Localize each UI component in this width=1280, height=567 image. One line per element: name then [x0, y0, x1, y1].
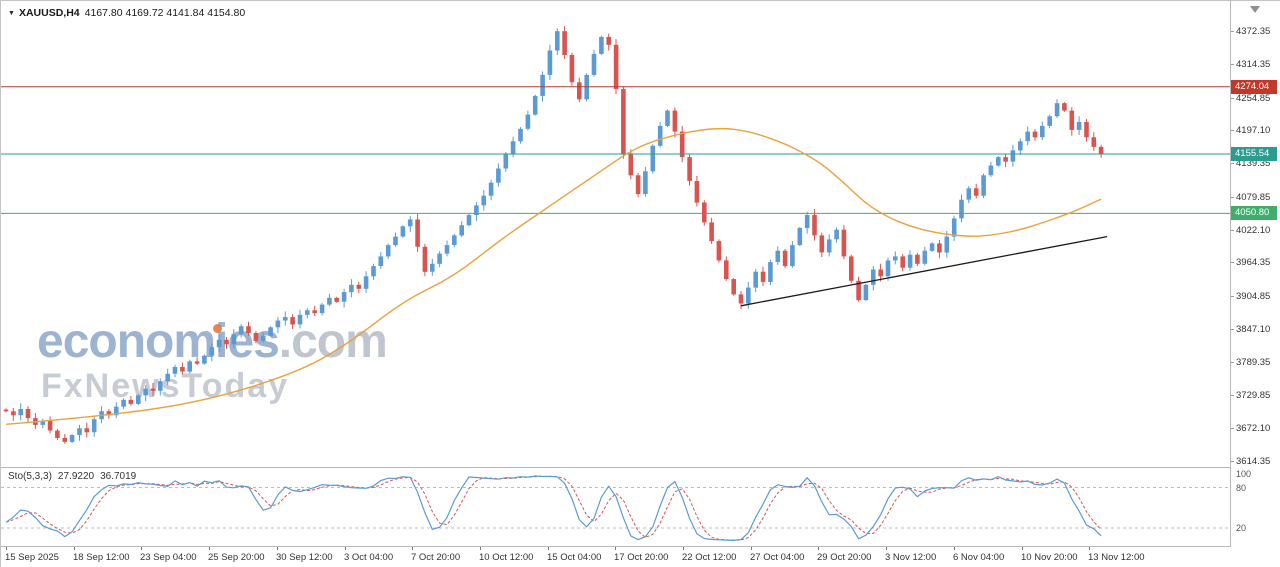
time-axis-label: 15 Sep 2025 [5, 552, 59, 563]
time-axis-tick [412, 547, 413, 550]
time-axis[interactable]: 15 Sep 2025 18 Sep 12:00 23 Sep 04:00 25 Se… [1, 547, 1280, 567]
stochastic-level-label: 100 [1236, 469, 1252, 479]
time-axis-tick [480, 547, 481, 550]
time-axis-label: 29 Oct 20:00 [817, 552, 872, 563]
price-axis-label: 3789.35 [1236, 357, 1271, 368]
price-axis[interactable]: 4372.35 4314.35 4254.85 4197.10 4139.35 4079.… [1230, 1, 1280, 547]
candlestick-chart-canvas[interactable] [1, 1, 1230, 467]
time-axis-label: 13 Nov 12:00 [1088, 552, 1145, 563]
time-axis-label: 22 Oct 12:00 [682, 552, 737, 563]
price-axis-tick [1231, 230, 1234, 231]
price-axis-tick [1231, 329, 1234, 330]
price-axis-tick [1231, 296, 1234, 297]
time-axis-tick [277, 547, 278, 550]
time-axis-tick [886, 547, 887, 550]
price-axis-label: 3614.35 [1236, 456, 1271, 467]
price-axis-tick [1231, 262, 1234, 263]
time-axis-label: 3 Oct 04:00 [344, 552, 394, 563]
price-axis-tick [1231, 31, 1234, 32]
stochastic-name: Sto(5,3,3) [8, 471, 52, 482]
stochastic-main-value: 27.9220 [57, 471, 95, 482]
stochastic-level-label: 20 [1236, 523, 1247, 533]
watermark-brand-line: economies.com [37, 315, 388, 368]
time-axis-tick [683, 547, 684, 550]
time-axis-label: 25 Sep 20:00 [208, 552, 265, 563]
time-axis-tick [74, 547, 75, 550]
axis-divider [1, 546, 1230, 547]
time-axis-label: 3 Nov 12:00 [885, 552, 937, 563]
time-axis-label: 23 Sep 04:00 [140, 552, 197, 563]
time-axis-tick [209, 547, 210, 550]
time-axis-label: 30 Sep 12:00 [276, 552, 333, 563]
stochastic-pane[interactable] [1, 468, 1230, 546]
price-axis-tick [1231, 163, 1234, 164]
stochastic-level-label: 80 [1236, 483, 1247, 493]
watermark-tld-text: .com [278, 315, 388, 368]
symbol-name: XAUUSD,H4 [18, 7, 80, 19]
time-axis-label: 10 Nov 20:00 [1021, 552, 1078, 563]
price-axis-tick [1231, 461, 1234, 462]
stochastic-signal-value: 36.7019 [100, 471, 137, 482]
time-axis-tick [615, 547, 616, 550]
price-axis-label: 4254.85 [1236, 93, 1271, 104]
time-axis-tick [6, 547, 7, 550]
price-axis-label: 3672.10 [1236, 423, 1271, 434]
time-axis-label: 7 Oct 20:00 [411, 552, 461, 563]
autoscroll-marker-icon[interactable] [1250, 6, 1260, 13]
price-axis-label: 3729.85 [1236, 390, 1271, 401]
price-line-label-resistance: 4274.04 [1231, 80, 1277, 94]
price-axis-tick [1231, 197, 1234, 198]
price-axis-tick [1231, 362, 1234, 363]
price-axis-tick [1231, 428, 1234, 429]
time-axis-label: 18 Sep 12:00 [73, 552, 130, 563]
price-axis-tick [1231, 130, 1234, 131]
price-axis-label: 4314.35 [1236, 59, 1271, 70]
time-axis-tick [1022, 547, 1023, 550]
time-axis-tick [954, 547, 955, 550]
price-axis-label: 3964.35 [1236, 257, 1271, 268]
price-axis-label: 3904.85 [1236, 291, 1271, 302]
price-axis-label: 3847.10 [1236, 324, 1271, 335]
time-axis-tick [751, 547, 752, 550]
time-axis-tick [818, 547, 819, 550]
time-axis-tick [1089, 547, 1090, 550]
price-line-label-support: 4050.80 [1231, 206, 1277, 220]
price-axis-label: 4372.35 [1236, 26, 1271, 37]
stochastic-label: Sto(5,3,3) 27.9220 36.7019 [8, 471, 136, 482]
price-pane[interactable] [1, 1, 1230, 467]
symbol-dropdown-icon[interactable]: ▼ [8, 10, 15, 17]
price-axis-label: 4139.35 [1236, 158, 1271, 169]
watermark-tagline: FxNewsToday [41, 367, 290, 406]
time-axis-label: 17 Oct 20:00 [614, 552, 669, 563]
stochastic-chart-canvas[interactable] [1, 468, 1230, 546]
time-axis-label: 6 Nov 04:00 [953, 552, 1005, 563]
price-axis-label: 4079.85 [1236, 192, 1271, 203]
time-axis-label: 10 Oct 12:00 [479, 552, 534, 563]
price-axis-label: 4197.10 [1236, 125, 1271, 136]
time-axis-tick [345, 547, 346, 550]
time-axis-label: 15 Oct 04:00 [547, 552, 602, 563]
symbol-info-bar: ▼ XAUUSD,H4 4167.80 4169.72 4141.84 4154.8… [8, 7, 245, 19]
price-axis-tick [1231, 98, 1234, 99]
price-line-label-bid: 4155.54 [1231, 147, 1277, 161]
time-axis-tick [548, 547, 549, 550]
watermark-brand-text: economies [37, 315, 280, 368]
time-axis-label: 27 Oct 04:00 [750, 552, 805, 563]
symbol-ohlc-values: 4167.80 4169.72 4141.84 4154.80 [84, 7, 246, 19]
price-axis-label: 4022.10 [1236, 225, 1271, 236]
time-axis-tick [141, 547, 142, 550]
logo-dot-icon [213, 324, 222, 333]
price-axis-tick [1231, 64, 1234, 65]
watermark: economies.com FxNewsToday [37, 315, 388, 406]
pane-splitter[interactable] [1, 467, 1230, 468]
price-axis-tick [1231, 395, 1234, 396]
